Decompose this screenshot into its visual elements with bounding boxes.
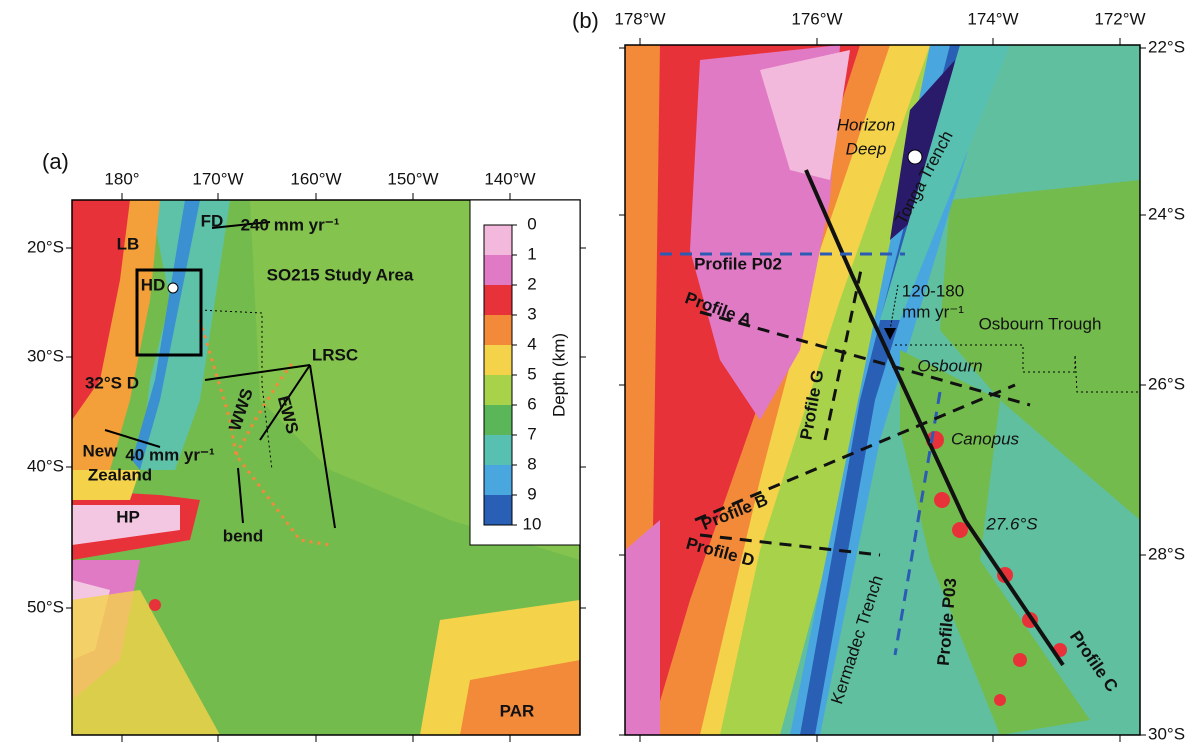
figure: 012345678910 Depth (km) ( — [0, 0, 1199, 748]
lat-tick-label: 50°S — [27, 597, 64, 616]
annotation: 40 mm yr⁻¹ — [125, 445, 215, 464]
colorbar-tick-label: 8 — [527, 454, 536, 473]
colorbar-swatch — [484, 255, 512, 285]
colorbar-swatch — [484, 315, 512, 345]
panel-label: (b) — [572, 8, 599, 33]
lat-tick-label: 30°S — [27, 346, 64, 365]
colorbar-tick-label: 7 — [527, 424, 536, 443]
annotation: LB — [117, 234, 140, 253]
annotation: 240 mm yr⁻¹ — [241, 215, 340, 234]
annotation: HD — [141, 275, 166, 294]
colorbar-title: Depth (km) — [549, 333, 568, 417]
lon-tick-label: 174°W — [967, 9, 1018, 28]
panel-label: (a) — [42, 149, 69, 174]
lon-tick-label: 176°W — [791, 9, 842, 28]
lon-tick-label: 160°W — [290, 169, 341, 188]
lat-tick-label: 26°S — [1148, 374, 1185, 393]
annotation: Horizon — [837, 115, 896, 134]
annotation: Zealand — [88, 465, 152, 484]
annotation: LRSC — [312, 345, 358, 364]
colorbar-tick-label: 0 — [527, 214, 536, 233]
colorbar-tick-label: 1 — [527, 244, 536, 263]
lon-tick-label: 178°W — [614, 9, 665, 28]
horizon-deep-marker — [168, 283, 178, 293]
colorbar-swatch — [484, 225, 512, 255]
annotation: bend — [223, 526, 264, 545]
lat-tick-label: 40°S — [27, 456, 64, 475]
lon-tick-label: 180° — [104, 169, 139, 188]
colorbar-swatch — [484, 405, 512, 435]
lon-tick-label: 150°W — [387, 169, 438, 188]
colorbar-tick-label: 6 — [527, 394, 536, 413]
colorbar-tick-label: 2 — [527, 274, 536, 293]
colorbar-tick-label: 3 — [527, 304, 536, 323]
lat-tick-label: 28°S — [1148, 544, 1185, 563]
colorbar-swatch — [484, 465, 512, 495]
annotation: New — [83, 441, 119, 460]
colorbar-swatch — [484, 495, 512, 525]
annotation: PAR — [500, 701, 535, 720]
colorbar-tick-label: 5 — [527, 364, 536, 383]
page: {"panel_a": {"label": "(a)", "lon_ticks"… — [0, 0, 1199, 748]
colorbar-swatch — [484, 435, 512, 465]
annotation: 120-180 — [902, 281, 964, 300]
colorbar-swatch — [484, 375, 512, 405]
lon-tick-label: 172°W — [1094, 9, 1145, 28]
lat-tick-label: 22°S — [1148, 37, 1185, 56]
annotation: Osbourn — [917, 356, 982, 375]
lat-tick-label: 20°S — [27, 237, 64, 256]
lon-tick-label: 170°W — [192, 169, 243, 188]
colorbar-swatch — [484, 345, 512, 375]
colorbar-tick-label: 4 — [527, 334, 536, 353]
annotation: Deep — [846, 139, 887, 158]
annotation: Canopus — [951, 429, 1020, 448]
annotation: 32°S D — [85, 373, 139, 392]
horizon-deep-marker — [908, 150, 922, 164]
annotation: SO215 Study Area — [267, 265, 414, 284]
lon-tick-label: 140°W — [484, 169, 535, 188]
lat-tick-label: 30°S — [1148, 724, 1185, 743]
annotation: HP — [116, 507, 140, 526]
annotation: 27.6°S — [985, 514, 1038, 533]
colorbar-swatch — [484, 285, 512, 315]
lat-tick-label: 24°S — [1148, 204, 1185, 223]
annotation: FD — [201, 211, 224, 230]
annotation: Profile P02 — [694, 254, 782, 273]
colorbar-tick-label: 9 — [527, 484, 536, 503]
annotation: mm yr⁻¹ — [902, 302, 964, 321]
colorbar-tick-label: 10 — [523, 514, 542, 533]
annotation: Osbourn Trough — [979, 314, 1102, 333]
